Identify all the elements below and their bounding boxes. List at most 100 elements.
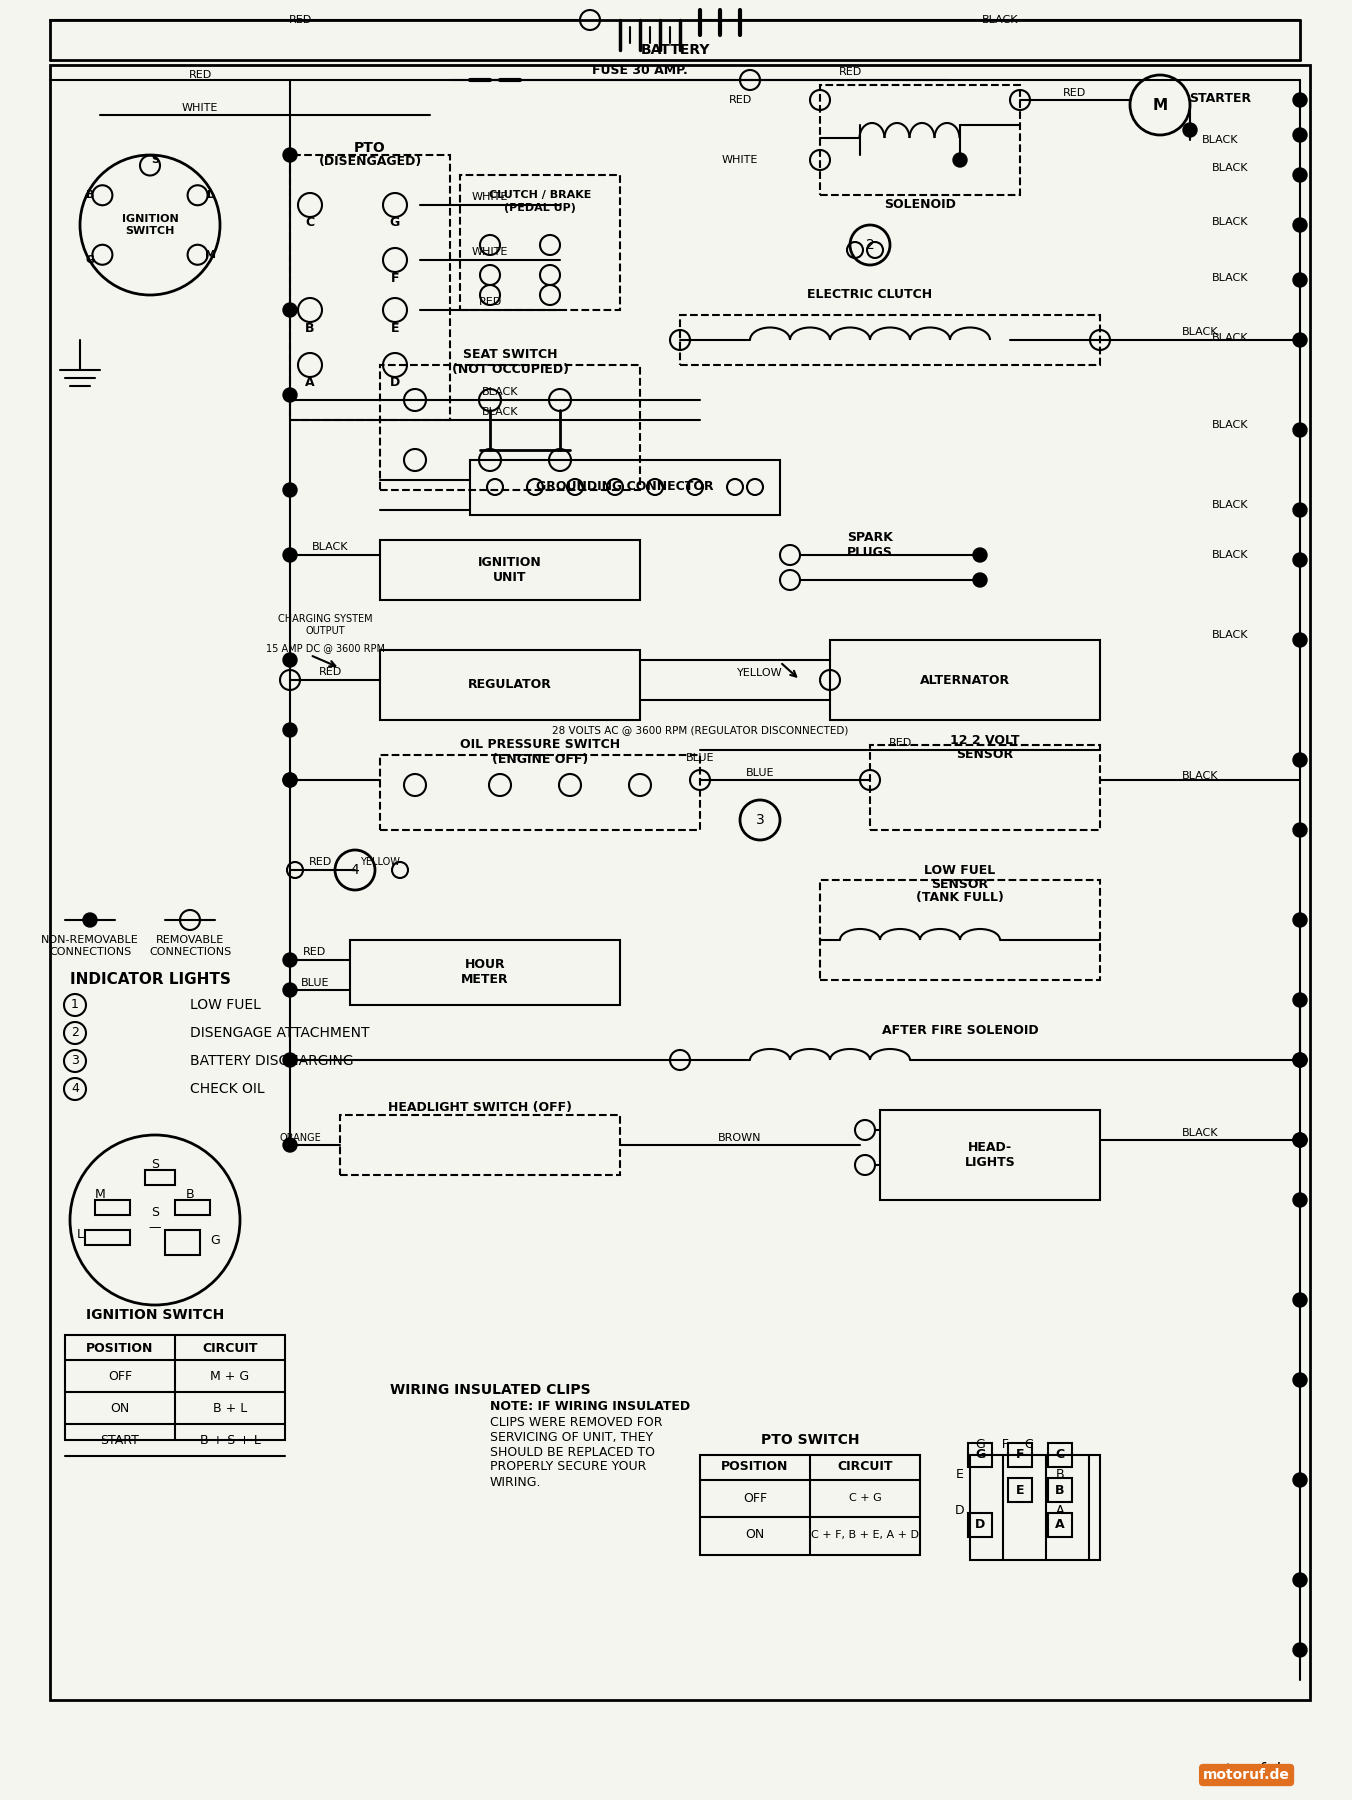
Text: BLACK: BLACK bbox=[1182, 328, 1218, 337]
Bar bbox=[700, 1454, 919, 1555]
Text: NOTE: IF WIRING INSULATED: NOTE: IF WIRING INSULATED bbox=[489, 1400, 690, 1413]
Bar bbox=[1009, 1444, 1032, 1467]
Bar bbox=[85, 1229, 130, 1246]
Text: AFTER FIRE SOLENOID: AFTER FIRE SOLENOID bbox=[882, 1024, 1038, 1037]
Text: G: G bbox=[389, 216, 400, 229]
Text: HEAD-
LIGHTS: HEAD- LIGHTS bbox=[964, 1141, 1015, 1168]
Bar bbox=[968, 1514, 992, 1537]
Circle shape bbox=[1293, 1053, 1307, 1067]
Bar bbox=[1009, 1478, 1032, 1501]
Text: 3: 3 bbox=[756, 814, 764, 826]
Text: CLUTCH / BRAKE: CLUTCH / BRAKE bbox=[489, 191, 591, 200]
Text: RED: RED bbox=[318, 668, 342, 677]
Text: G: G bbox=[975, 1449, 986, 1462]
Bar bbox=[821, 880, 1101, 979]
Bar bbox=[880, 1111, 1101, 1201]
Text: BLACK: BLACK bbox=[1211, 274, 1248, 283]
Text: INDICATOR LIGHTS: INDICATOR LIGHTS bbox=[69, 972, 230, 988]
Text: CHECK OIL: CHECK OIL bbox=[191, 1082, 265, 1096]
Bar bbox=[380, 754, 700, 830]
Text: FUSE 30 AMP.: FUSE 30 AMP. bbox=[592, 63, 688, 76]
Circle shape bbox=[283, 482, 297, 497]
Text: E: E bbox=[1015, 1483, 1025, 1496]
Circle shape bbox=[1183, 122, 1197, 137]
Text: F: F bbox=[1015, 1449, 1025, 1462]
Text: CONNECTIONS: CONNECTIONS bbox=[149, 947, 231, 958]
Text: RED: RED bbox=[838, 67, 861, 77]
Text: 12 2 VOLT: 12 2 VOLT bbox=[950, 734, 1019, 747]
Bar bbox=[821, 85, 1019, 194]
Circle shape bbox=[283, 772, 297, 787]
Text: E: E bbox=[956, 1469, 964, 1481]
Bar bbox=[65, 1336, 285, 1440]
Text: S: S bbox=[151, 155, 160, 166]
Text: WIRING.: WIRING. bbox=[489, 1476, 542, 1489]
Text: BLACK: BLACK bbox=[1182, 1129, 1218, 1138]
Circle shape bbox=[1293, 1132, 1307, 1147]
Text: A: A bbox=[1056, 1503, 1064, 1516]
Text: CONNECTIONS: CONNECTIONS bbox=[49, 947, 131, 958]
Text: 4: 4 bbox=[350, 862, 360, 877]
Text: E: E bbox=[391, 322, 399, 335]
Text: B + S + L: B + S + L bbox=[200, 1433, 261, 1447]
Circle shape bbox=[1293, 994, 1307, 1006]
Circle shape bbox=[1293, 1193, 1307, 1208]
Text: RED: RED bbox=[888, 738, 911, 749]
Circle shape bbox=[1293, 218, 1307, 232]
Circle shape bbox=[1293, 1053, 1307, 1067]
Bar bbox=[869, 745, 1101, 830]
Text: ON: ON bbox=[111, 1402, 130, 1415]
Circle shape bbox=[283, 983, 297, 997]
Text: OFF: OFF bbox=[108, 1370, 132, 1382]
Text: M: M bbox=[95, 1188, 105, 1202]
Text: C: C bbox=[1056, 1449, 1064, 1462]
Text: B: B bbox=[1056, 1483, 1065, 1496]
Circle shape bbox=[283, 148, 297, 162]
Circle shape bbox=[1293, 634, 1307, 646]
Text: WHITE: WHITE bbox=[472, 193, 508, 202]
Text: 2: 2 bbox=[865, 238, 875, 252]
Bar bbox=[380, 650, 639, 720]
Circle shape bbox=[1293, 94, 1307, 106]
Circle shape bbox=[1293, 423, 1307, 437]
Circle shape bbox=[1293, 502, 1307, 517]
Text: RED: RED bbox=[303, 947, 327, 958]
Text: BLUE: BLUE bbox=[685, 752, 714, 763]
Text: SENSOR: SENSOR bbox=[956, 747, 1014, 760]
Text: CHARGING SYSTEM
OUTPUT: CHARGING SYSTEM OUTPUT bbox=[277, 614, 372, 635]
Text: HEADLIGHT SWITCH (OFF): HEADLIGHT SWITCH (OFF) bbox=[388, 1102, 572, 1114]
Text: M: M bbox=[1152, 97, 1168, 112]
Bar bbox=[1048, 1514, 1072, 1537]
Text: M: M bbox=[204, 250, 215, 259]
Text: D: D bbox=[975, 1519, 986, 1532]
Text: BLACK: BLACK bbox=[1202, 135, 1238, 146]
Text: SHOULD BE REPLACED TO: SHOULD BE REPLACED TO bbox=[489, 1445, 654, 1458]
Text: GROUNDING CONNECTOR: GROUNDING CONNECTOR bbox=[537, 481, 714, 493]
Text: LOW FUEL: LOW FUEL bbox=[191, 997, 261, 1012]
Text: F: F bbox=[391, 272, 399, 284]
Text: A: A bbox=[1055, 1519, 1065, 1532]
Bar bbox=[470, 461, 780, 515]
Text: RED: RED bbox=[1064, 88, 1087, 97]
Text: WHITE: WHITE bbox=[181, 103, 218, 113]
Circle shape bbox=[283, 1138, 297, 1152]
Text: HOUR
METER: HOUR METER bbox=[461, 958, 508, 986]
Bar bbox=[289, 155, 450, 419]
Text: BLACK: BLACK bbox=[1211, 500, 1248, 509]
Text: BLACK: BLACK bbox=[1211, 333, 1248, 344]
Text: REGULATOR: REGULATOR bbox=[468, 679, 552, 691]
Bar bbox=[969, 1454, 1101, 1561]
Text: BROWN: BROWN bbox=[718, 1132, 761, 1143]
Text: G: G bbox=[85, 256, 95, 265]
Bar bbox=[680, 315, 1101, 365]
Text: BLACK: BLACK bbox=[1211, 551, 1248, 560]
Text: B: B bbox=[185, 1188, 195, 1202]
Text: IGNITION
SWITCH: IGNITION SWITCH bbox=[122, 214, 178, 236]
Text: DISENGAGE ATTACHMENT: DISENGAGE ATTACHMENT bbox=[191, 1026, 369, 1040]
Circle shape bbox=[1293, 1373, 1307, 1388]
Text: L: L bbox=[77, 1228, 84, 1242]
Text: C: C bbox=[306, 216, 315, 229]
Text: OIL PRESSURE SWITCH: OIL PRESSURE SWITCH bbox=[460, 738, 621, 752]
Text: BLACK: BLACK bbox=[481, 387, 518, 398]
Text: RED: RED bbox=[288, 14, 311, 25]
